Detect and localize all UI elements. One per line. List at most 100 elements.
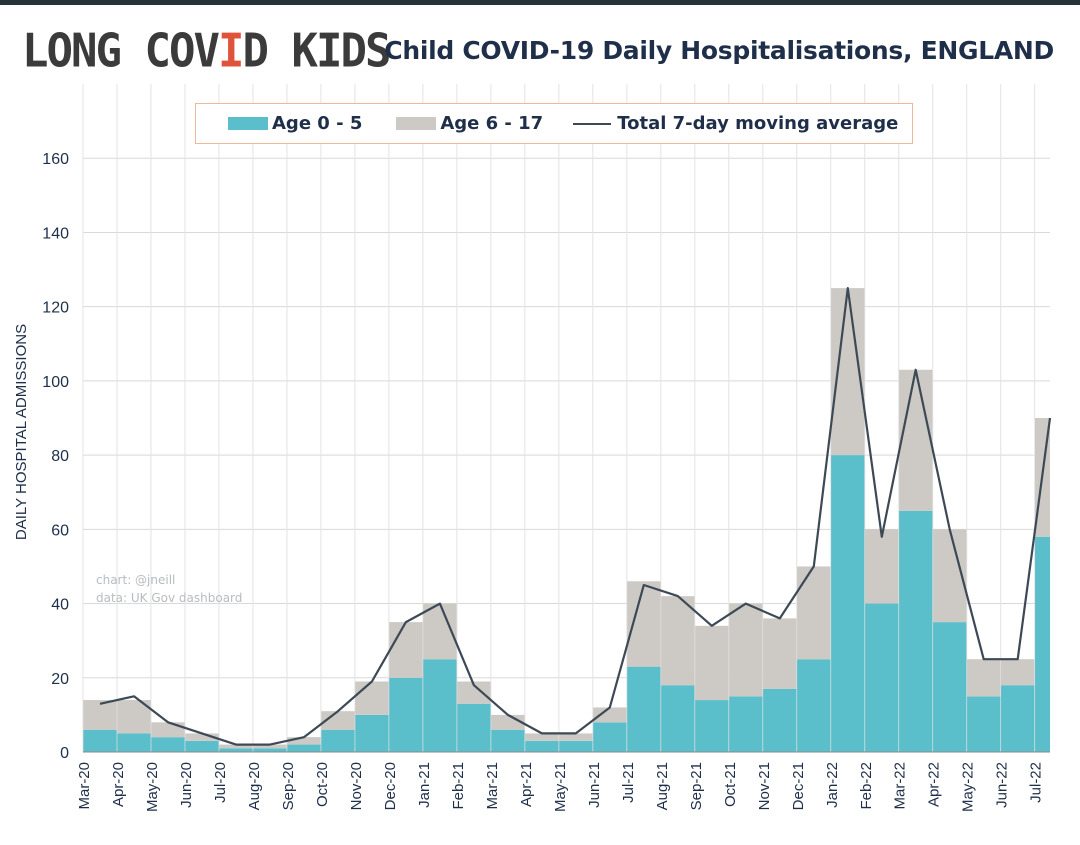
logo-text: LONG COVID KIDS [22, 24, 391, 79]
bar-age-6-17 [287, 737, 321, 745]
legend-item-age-0-5: Age 0 - 5 [228, 113, 362, 134]
chart-title: Child COVID-19 Daily Hospitalisations, E… [384, 36, 1054, 65]
bar-age-0-5 [423, 659, 457, 752]
x-tick-label: May-21 [552, 762, 569, 812]
y-tick-label: 100 [42, 374, 69, 391]
bar-age-6-17 [559, 733, 593, 741]
x-tick-label: Apr-21 [518, 762, 535, 807]
x-tick-label: Oct-21 [722, 762, 739, 807]
x-tick-label: May-20 [144, 762, 161, 812]
y-tick-label: 140 [42, 225, 69, 242]
y-tick-label: 80 [51, 448, 69, 465]
bar-age-0-5 [389, 677, 423, 752]
axes-layer: 0 20 40 60 80 100 120 140 160 Mar-20 Apr-20 May-20 J… [42, 151, 1050, 812]
bar-age-0-5 [797, 659, 831, 752]
bar-age-6-17 [661, 596, 695, 686]
top-frame-bar [0, 0, 1080, 5]
bar-age-6-17 [1001, 659, 1035, 686]
chart-credit: chart: @jneill [96, 573, 176, 587]
legend: Age 0 - 5 Age 6 - 17 Total 7-day moving … [195, 103, 913, 144]
x-tick-label: May-22 [960, 762, 977, 812]
bar-age-6-17 [865, 529, 899, 604]
x-tick-label: Feb-21 [450, 762, 467, 810]
bar-age-6-17 [729, 603, 763, 697]
bar-age-6-17 [355, 681, 389, 715]
legend-swatch-age-0-5 [228, 117, 268, 130]
bar-age-6-17 [321, 711, 355, 730]
bar-age-0-5 [287, 744, 321, 752]
bar-age-6-17 [593, 707, 627, 723]
x-tick-label: Jul-22 [1028, 762, 1045, 803]
x-tick-label: Mar-20 [76, 762, 93, 810]
x-tick-label: Mar-22 [892, 762, 909, 810]
legend-label-age-0-5: Age 0 - 5 [272, 113, 363, 134]
x-tick-label: Jul-20 [212, 762, 229, 803]
x-tick-label: Feb-22 [858, 762, 875, 810]
bar-age-0-5 [729, 696, 763, 752]
x-tick-label: Jun-21 [586, 762, 603, 808]
legend-swatch-moving-average [573, 122, 612, 125]
moving-average-line [99, 287, 1052, 746]
bar-age-0-5 [253, 748, 287, 752]
x-tick-label: Oct-20 [314, 762, 331, 807]
x-tick-label: Sep-21 [688, 762, 705, 810]
bar-age-0-5 [83, 729, 117, 752]
bar-age-0-5 [525, 740, 559, 752]
legend-label-age-6-17: Age 6 - 17 [440, 113, 544, 134]
bar-age-0-5 [321, 729, 355, 752]
x-tick-label: Jun-20 [178, 762, 195, 808]
bar-age-0-5 [967, 696, 1001, 752]
y-tick-label: 40 [51, 597, 69, 614]
bar-age-6-17 [151, 722, 185, 738]
bar-age-0-5 [593, 722, 627, 752]
bar-age-0-5 [933, 622, 967, 752]
bar-age-6-17 [457, 681, 491, 704]
legend-label-moving-average: Total 7-day moving average [617, 113, 899, 134]
x-tick-label: Jan-21 [416, 762, 433, 808]
bar-age-6-17 [763, 618, 797, 689]
y-tick-label: 60 [51, 522, 69, 539]
x-tick-label: Sep-20 [280, 762, 297, 810]
bar-age-6-17 [219, 744, 253, 749]
bar-age-0-5 [661, 685, 695, 752]
bar-age-0-5 [355, 714, 389, 752]
y-tick-label: 0 [60, 745, 69, 762]
x-tick-label: Dec-21 [790, 762, 807, 810]
bar-area [83, 288, 1050, 752]
bar-age-6-17 [797, 566, 831, 660]
bar-age-0-5 [151, 737, 185, 752]
bar-age-0-5 [899, 510, 933, 752]
y-axis-label: DAILY HOSPITAL ADMISSIONS [13, 324, 30, 540]
bar-age-6-17 [185, 733, 219, 741]
x-tick-label: Nov-21 [756, 762, 773, 810]
bar-age-0-5 [1035, 536, 1050, 752]
bar-age-6-17 [899, 369, 933, 511]
bar-age-0-5 [559, 740, 593, 752]
bar-age-0-5 [763, 688, 797, 752]
x-tick-label: Jul-21 [620, 762, 637, 803]
y-tick-label: 160 [42, 151, 69, 168]
bar-age-0-5 [627, 666, 661, 752]
bar-age-0-5 [695, 700, 729, 752]
y-tick-label: 20 [51, 671, 69, 688]
grid-lines [82, 84, 1050, 753]
bar-age-6-17 [525, 733, 559, 741]
legend-item-age-6-17: Age 6 - 17 [396, 113, 543, 134]
x-tick-label: Dec-20 [382, 762, 399, 810]
bar-age-6-17 [967, 659, 1001, 697]
x-tick-label: Aug-20 [246, 762, 263, 810]
bar-age-0-5 [831, 455, 865, 752]
long-covid-kids-logo: LONG COVID KIDS [22, 24, 391, 80]
legend-swatch-age-6-17 [396, 117, 437, 130]
bar-age-6-17 [253, 744, 287, 749]
bar-age-0-5 [1001, 685, 1035, 752]
bar-age-0-5 [219, 748, 253, 752]
moving-average-layer [99, 287, 1052, 746]
bar-age-0-5 [457, 703, 491, 752]
bar-age-0-5 [117, 733, 151, 752]
x-tick-label: Apr-20 [110, 762, 127, 807]
x-tick-label: Apr-22 [926, 762, 943, 807]
bar-age-6-17 [389, 622, 423, 678]
x-tick-label: Nov-20 [348, 762, 365, 810]
